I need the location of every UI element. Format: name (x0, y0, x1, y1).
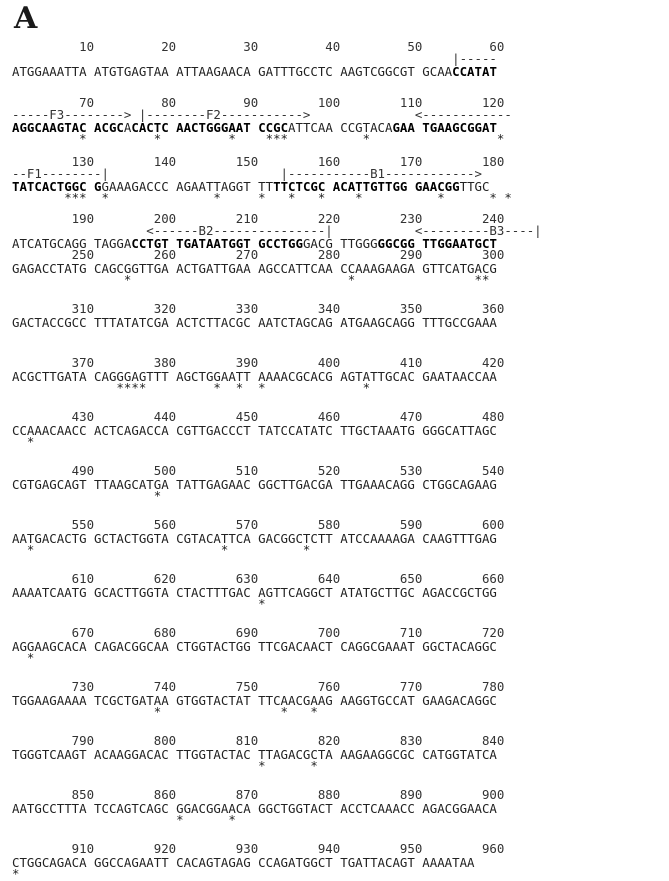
sequence-segment: GACTACCGCC TTTATATCGA ACTCTTACGC AATCTAG… (12, 315, 497, 330)
position-numbers: 790 800 810 820 830 840 (12, 734, 504, 748)
position-numbers: 850 860 870 880 890 900 (12, 788, 504, 802)
sequence-segment: CTGGCAGACA GGCCAGAATT CACAGTAGAG CCAGATG… (12, 855, 475, 870)
variant-markers: **** * * * * (12, 381, 370, 395)
variant-markers: * * (12, 759, 318, 773)
position-numbers: 310 320 330 340 350 360 (12, 302, 504, 316)
variant-markers: * * * (12, 543, 310, 557)
variant-markers: * (12, 489, 161, 503)
variant-markers: * * * *** * * (12, 132, 504, 146)
position-numbers: 370 380 390 400 410 420 (12, 356, 504, 370)
sequence-segment: AGGAAGCACA CAGACGGCAA CTGGTACTGG TTCGACA… (12, 639, 497, 654)
variant-markers: * (12, 867, 19, 881)
sequence-segment: ATGGAAATTA ATGTGAGTAA ATTAAGAACA GATTTGC… (12, 64, 452, 79)
position-numbers: 670 680 690 700 710 720 (12, 626, 504, 640)
position-numbers: 490 500 510 520 530 540 (12, 464, 504, 478)
sequence-segment: CCAAACAACC ACTCAGACCA CGTTGACCCT TATCCAT… (12, 423, 497, 438)
position-numbers: 730 740 750 760 770 780 (12, 680, 504, 694)
nucleotide-sequence: AGGAAGCACA CAGACGGCAA CTGGTACTGG TTCGACA… (12, 640, 497, 654)
variant-markers: * (12, 435, 34, 449)
nucleotide-sequence: ATGGAAATTA ATGTGAGTAA ATTAAGAACA GATTTGC… (12, 65, 497, 79)
position-numbers: 250 260 270 280 290 300 (12, 248, 504, 262)
nucleotide-sequence: CTGGCAGACA GGCCAGAATT CACAGTAGAG CCAGATG… (12, 856, 475, 870)
position-numbers: 610 620 630 640 650 660 (12, 572, 504, 586)
nucleotide-sequence: GACTACCGCC TTTATATCGA ACTCTTACGC AATCTAG… (12, 316, 497, 330)
position-numbers: 550 560 570 580 590 600 (12, 518, 504, 532)
variant-markers: * (12, 651, 34, 665)
panel-label: A (14, 2, 37, 36)
position-numbers: 430 440 450 460 470 480 (12, 410, 504, 424)
nucleotide-sequence: CCAAACAACC ACTCAGACCA CGTTGACCCT TATCCAT… (12, 424, 497, 438)
variant-markers: * * (12, 813, 236, 827)
primer-binding-segment: CCATAT (452, 64, 497, 79)
variant-markers: * (12, 597, 266, 611)
position-numbers: 910 920 930 940 950 960 (12, 842, 504, 856)
variant-markers: * * * (12, 705, 318, 719)
variant-markers: * * ** (12, 273, 489, 287)
variant-markers: *** * * * * * * * * * (12, 191, 512, 205)
